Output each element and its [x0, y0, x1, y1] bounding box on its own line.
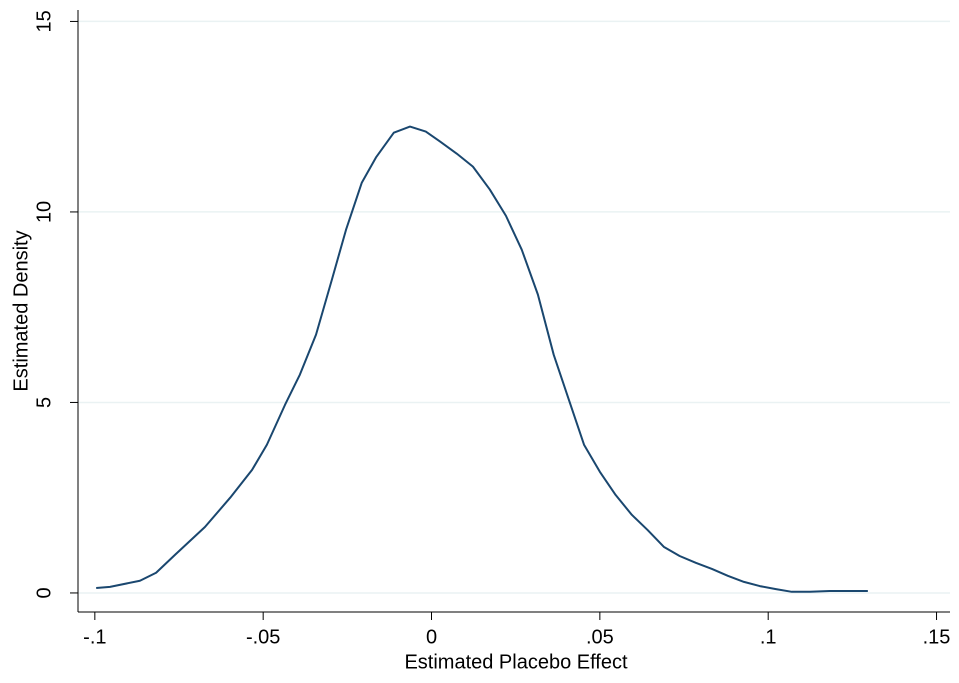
x-tick-label: .05: [586, 626, 614, 648]
density-line: [96, 125, 868, 593]
y-tick-label: 10: [33, 201, 55, 223]
y-tick-label: 15: [33, 10, 55, 32]
y-tick-label: 5: [33, 397, 55, 408]
x-tick-label: .1: [760, 626, 777, 648]
x-tick-label: -.1: [83, 626, 106, 648]
x-tick-label: 0: [426, 626, 437, 648]
x-tick-label: .15: [923, 626, 951, 648]
y-axis-title: Estimated Density: [10, 230, 32, 391]
x-tick-label: -.05: [246, 626, 280, 648]
y-tick-label: 0: [33, 587, 55, 598]
x-axis-title: Estimated Placebo Effect: [404, 651, 628, 673]
